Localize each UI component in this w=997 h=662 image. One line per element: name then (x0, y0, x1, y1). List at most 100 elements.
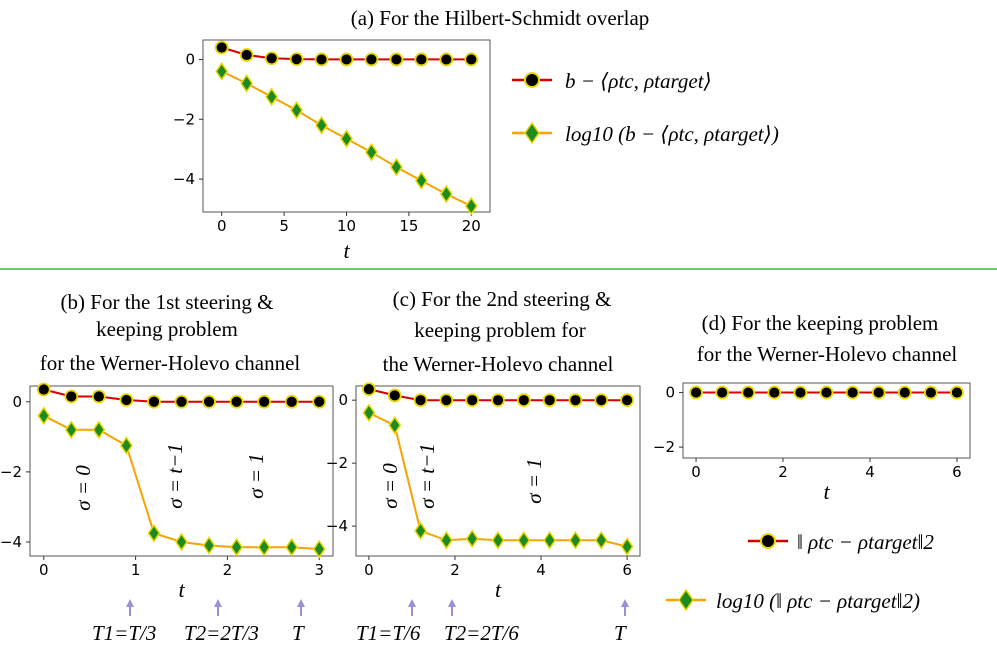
point-c-1-1 (388, 416, 402, 435)
point-c-1-6 (517, 530, 531, 550)
xtick-label-c-0: 0 (364, 561, 374, 579)
point-b-1-8 (257, 537, 271, 557)
ytick-label-c-2: −4 (326, 517, 348, 535)
point-a-0-7 (389, 52, 404, 67)
point-d-0-10 (950, 385, 964, 400)
time-marks-b: T1=T/3 T2=2T/3 T (92, 599, 305, 645)
point-d-0-4 (793, 385, 808, 400)
point-b-0-1 (64, 389, 79, 404)
point-c-1-4 (465, 529, 479, 549)
legend-a-label-2: log10 (b − ⟨ρtc, ρtarget⟩) (565, 122, 779, 146)
point-b-0-4 (147, 394, 161, 409)
time-marks-c: T1=T/6 T2=2T/6 T (356, 599, 629, 645)
point-c-0-0 (362, 382, 376, 397)
point-a-1-5 (340, 129, 353, 149)
ytick-label-c-0: 0 (338, 391, 348, 409)
point-b-0-5 (174, 394, 189, 409)
point-a-1-4 (315, 115, 328, 135)
point-d-0-3 (767, 385, 782, 400)
sigma-label-b-0: σ = 0 (71, 465, 95, 511)
point-a-1-6 (365, 142, 378, 162)
point-b-1-7 (230, 537, 244, 557)
title-c-line2: keeping problem for (414, 318, 585, 342)
legend-d-label-1: ‖ ρtc − ρtarget‖2 (797, 530, 934, 554)
title-b-line1: (b) For the 1st steering & (61, 290, 274, 314)
legend-d-label-2: log10 (‖ ρtc − ρtarget‖2) (716, 589, 920, 613)
chart-c: 0 2 4 6 0 −2 −4 t (326, 382, 634, 602)
point-b-1-0 (37, 406, 51, 426)
legend-a-marker-1 (524, 72, 540, 88)
title-a: (a) For the Hilbert-Schmidt overlap (351, 6, 650, 30)
title-c-line1: (c) For the 2nd steering & (393, 287, 612, 311)
point-a-0-10 (464, 52, 479, 67)
point-b-0-7 (229, 394, 244, 409)
xtick-label-d-0: 0 (691, 463, 701, 481)
point-a-0-5 (339, 52, 354, 67)
point-c-1-8 (569, 530, 582, 550)
legend-d-marker-2 (678, 588, 694, 612)
plot-frame-c (355, 385, 641, 557)
point-c-0-9 (594, 393, 609, 408)
time-mark-b-t: T (292, 621, 305, 645)
xlabel-a: t (343, 238, 350, 263)
title-b-line3: for the Werner-Holevo channel (40, 351, 301, 375)
ytick-label-d-1: −2 (653, 438, 675, 456)
point-a-0-6 (364, 52, 379, 67)
sigma-label-c-2: σ = 1 (522, 458, 546, 504)
xtick-label-c-3: 6 (622, 561, 632, 579)
point-c-0-10 (620, 393, 634, 408)
ytick-label-a-2: −4 (173, 170, 195, 188)
point-b-0-2 (91, 389, 106, 404)
sigma-label-c-1: σ = t−1 (415, 443, 439, 509)
point-d-0-5 (819, 385, 834, 400)
point-d-0-9 (923, 385, 938, 400)
series-line-c-1 (368, 411, 628, 548)
point-c-0-4 (465, 393, 480, 408)
time-mark-c-t1: T1=T/6 (356, 621, 421, 645)
point-a-1-1 (240, 74, 254, 93)
xtick-label-b-2: 2 (223, 561, 233, 579)
xtick-label-a-1: 5 (279, 217, 289, 235)
title-d-line1: (d) For the keeping problem (702, 311, 939, 335)
xtick-label-a-3: 15 (399, 217, 418, 235)
title-d-line2: for the Werner-Holevo channel (697, 342, 958, 366)
xtick-label-b-3: 3 (314, 561, 324, 579)
point-b-0-9 (284, 394, 299, 409)
xlabel-d: t (823, 479, 830, 504)
legend-d: ‖ ρtc − ρtarget‖2 log10 (‖ ρtc − ρtarget… (666, 530, 934, 613)
legend-a-marker-2 (524, 121, 540, 145)
xtick-label-b-0: 0 (39, 561, 49, 579)
point-c-1-5 (491, 530, 505, 550)
ytick-label-b-1: −2 (0, 463, 22, 481)
ytick-label-d-0: 0 (665, 384, 675, 402)
title-b-line2: keeping problem (96, 317, 238, 341)
chart-b: 0 1 2 3 0 −2 −4 t (0, 382, 327, 602)
point-a-0-8 (414, 52, 429, 67)
point-a-0-0 (214, 40, 229, 55)
point-a-1-7 (390, 157, 403, 177)
point-b-1-4 (147, 523, 161, 543)
point-c-1-2 (414, 521, 427, 541)
time-mark-b-t2: T2=2T/3 (184, 621, 259, 645)
ytick-label-a-1: −2 (173, 110, 195, 128)
legend-a-label-1: b − ⟨ρtc, ρtarget⟩ (565, 69, 712, 93)
point-b-1-5 (175, 532, 188, 552)
point-d-0-2 (741, 385, 756, 400)
xtick-label-d-2: 4 (865, 463, 875, 481)
ytick-label-b-2: −4 (0, 533, 22, 551)
time-mark-c-t2: T2=2T/6 (444, 621, 519, 645)
point-c-1-9 (594, 530, 608, 550)
point-c-0-5 (491, 393, 505, 408)
title-c-line3: the Werner-Holevo channel (383, 352, 614, 376)
xtick-label-c-2: 4 (536, 561, 546, 579)
point-c-0-6 (516, 393, 531, 408)
point-c-1-3 (439, 530, 453, 550)
point-a-1-9 (439, 184, 453, 204)
point-b-1-1 (64, 420, 78, 440)
point-b-1-2 (92, 420, 106, 440)
chart-d: 0 2 4 6 0 −2 t (653, 384, 964, 504)
point-c-0-8 (568, 393, 583, 408)
point-b-0-8 (257, 394, 272, 409)
point-a-0-9 (439, 52, 454, 67)
